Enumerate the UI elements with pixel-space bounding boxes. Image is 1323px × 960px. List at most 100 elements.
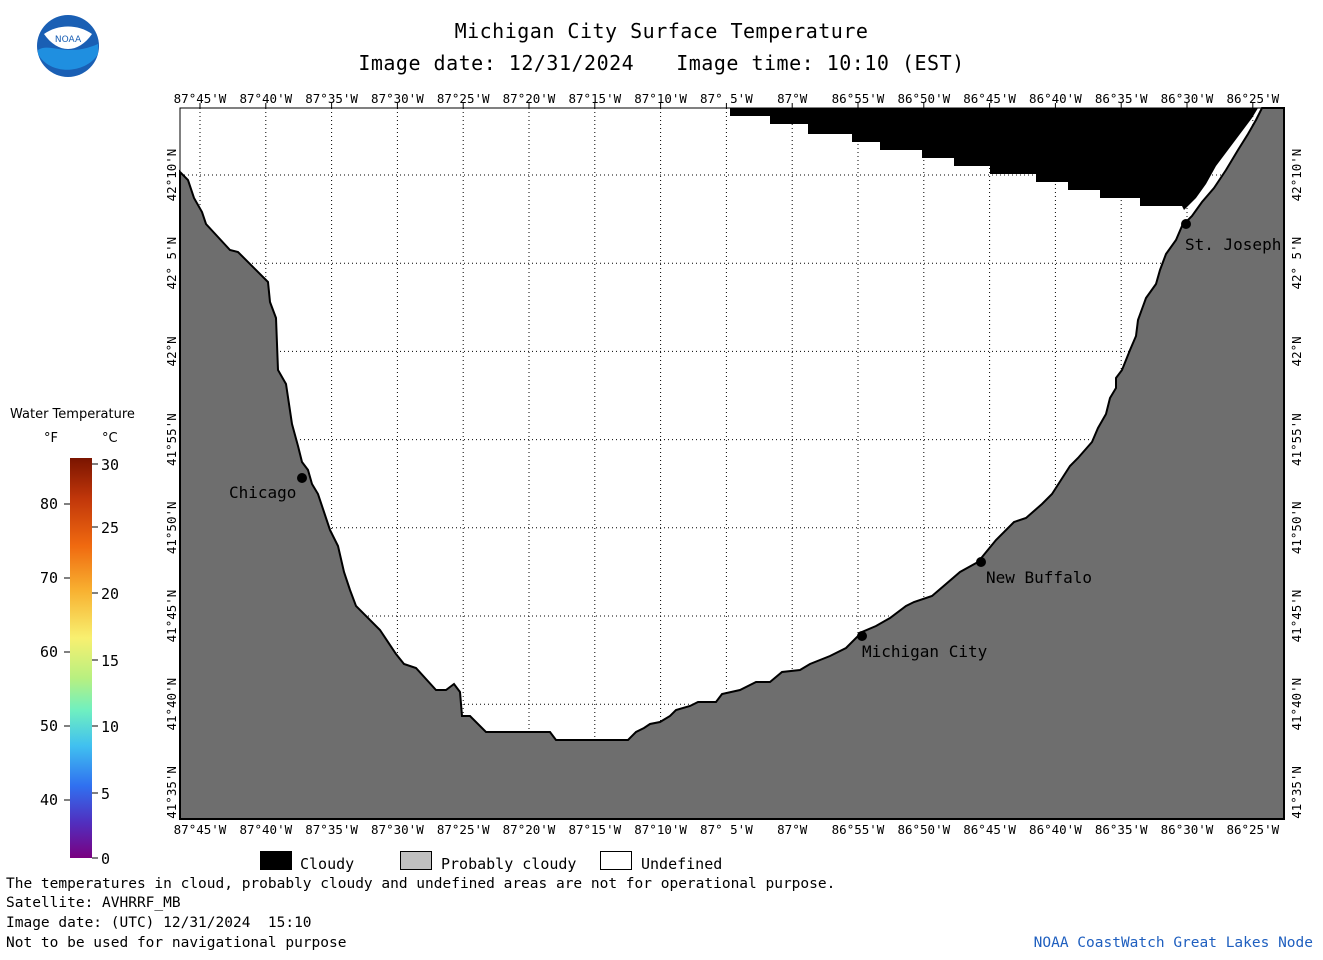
temperature-colorbar <box>70 458 92 858</box>
lon-label-bottom: 86°35'W <box>1095 822 1148 837</box>
chicago-marker <box>297 473 307 483</box>
lat-label-left: 42°N <box>164 336 179 366</box>
f-tick-label: 70 <box>40 569 58 587</box>
lon-label-bottom: 87°45'W <box>174 822 227 837</box>
longitude-labels-bottom: 87°45'W 87°40'W 87°35'W 87°30'W 87°25'W 87°20… <box>174 822 1280 837</box>
lon-label-top: 86°35'W <box>1095 91 1148 106</box>
lat-label-left: 41°55'N <box>164 413 179 466</box>
fahrenheit-ticks: 80 70 60 50 40 <box>40 495 70 809</box>
navigation-warning: Not to be used for navigational purpose <box>6 935 347 951</box>
operational-note: The temperatures in cloud, probably clou… <box>6 876 836 892</box>
lon-label-bottom: 86°40'W <box>1029 822 1082 837</box>
lon-label-top: 87° 5'W <box>700 91 753 106</box>
c-tick-label: 15 <box>101 652 119 670</box>
new-buffalo-label: New Buffalo <box>986 568 1092 587</box>
lon-label-top: 87°20'W <box>503 91 556 106</box>
lon-label-bottom: 87°40'W <box>239 822 292 837</box>
land-west <box>179 107 1285 820</box>
c-tick-label: 30 <box>101 456 119 474</box>
lon-label-bottom: 86°55'W <box>832 822 885 837</box>
lon-label-bottom: 87°10'W <box>634 822 687 837</box>
lon-label-top: 86°30'W <box>1161 91 1214 106</box>
lat-label-right: 41°40'N <box>1289 678 1304 731</box>
image-datetime: Image date: 12/31/2024 Image time: 10:10 … <box>0 51 1323 75</box>
michigan-city-marker <box>857 631 867 641</box>
image-time: Image time: 10:10 (EST) <box>676 51 965 75</box>
lon-label-top: 86°45'W <box>963 91 1016 106</box>
lat-label-right: 42° 5'N <box>1289 237 1304 290</box>
f-tick-label: 40 <box>40 791 58 809</box>
lon-label-bottom: 86°25'W <box>1226 822 1279 837</box>
lon-label-bottom: 86°30'W <box>1161 822 1214 837</box>
st-joseph-label: St. Joseph <box>1185 235 1281 254</box>
lat-label-right: 41°50'N <box>1289 501 1304 554</box>
c-tick-label: 10 <box>101 718 119 736</box>
chicago-label: Chicago <box>229 483 296 502</box>
lon-label-top: 87°40'W <box>239 91 292 106</box>
lat-label-left: 42°10'N <box>164 149 179 202</box>
unit-fahrenheit: °F <box>44 431 58 446</box>
lat-label-left: 41°45'N <box>164 590 179 643</box>
c-tick-label: 0 <box>101 850 110 868</box>
svg-text:NOAA: NOAA <box>55 35 82 45</box>
lon-label-bottom: 87°30'W <box>371 822 424 837</box>
undefined-swatch <box>600 851 632 870</box>
credit-link[interactable]: NOAA CoastWatch Great Lakes Node <box>1033 935 1313 951</box>
image-date-utc: Image date: (UTC) 12/31/2024 15:10 <box>6 915 312 931</box>
lon-label-top: 87°45'W <box>174 91 227 106</box>
noaa-logo-icon: NOAA <box>36 14 100 78</box>
c-tick-label: 5 <box>101 785 110 803</box>
unit-celsius: °C <box>102 431 118 446</box>
latitude-labels-left: 42°10'N 42° 5'N 42°N 41°55'N 41°50'N 41°45'N 4… <box>164 149 179 819</box>
new-buffalo-marker <box>976 557 986 567</box>
map-frame <box>179 107 1285 820</box>
lat-label-right: 42°10'N <box>1289 149 1304 202</box>
lon-label-bottom: 87°25'W <box>437 822 490 837</box>
lat-label-right: 41°45'N <box>1289 590 1304 643</box>
cloudy-label: Cloudy <box>300 855 355 873</box>
probably-cloudy-swatch <box>400 851 432 870</box>
map-title: Michigan City Surface Temperature <box>454 19 869 43</box>
michigan-city-label: Michigan City <box>862 642 988 661</box>
probably-cloudy-label: Probably cloudy <box>441 855 577 873</box>
lat-label-left: 41°35'N <box>164 766 179 819</box>
lon-label-top: 86°55'W <box>832 91 885 106</box>
lon-label-bottom: 86°45'W <box>963 822 1016 837</box>
undefined-label: Undefined <box>641 855 723 873</box>
lon-label-bottom: 87° 5'W <box>700 822 753 837</box>
lat-label-right: 41°35'N <box>1289 766 1304 819</box>
lat-label-left: 42° 5'N <box>164 237 179 290</box>
longitude-labels-top: 87°45'W 87°40'W 87°35'W 87°30'W 87°25'W 87°20… <box>174 91 1280 108</box>
legend-title: Water Temperature <box>10 407 135 422</box>
cloudy-region <box>730 108 1258 210</box>
lon-label-bottom: 87°15'W <box>568 822 621 837</box>
lon-label-bottom: 87°W <box>777 822 808 837</box>
c-tick-label: 20 <box>101 585 119 603</box>
lon-label-top: 86°50'W <box>897 91 950 106</box>
f-tick-label: 60 <box>40 643 58 661</box>
lon-label-top: 87°10'W <box>634 91 687 106</box>
lon-label-bottom: 86°50'W <box>897 822 950 837</box>
lat-label-left: 41°50'N <box>164 501 179 554</box>
image-date: Image date: 12/31/2024 <box>358 51 635 75</box>
lon-label-bottom: 87°20'W <box>503 822 556 837</box>
celsius-ticks: 30 25 20 15 10 5 0 <box>92 456 119 868</box>
f-tick-label: 50 <box>40 717 58 735</box>
satellite-info: Satellite: AVHRRF_MB <box>6 895 181 911</box>
st-joseph-marker <box>1181 219 1191 229</box>
lon-label-top: 87°35'W <box>305 91 358 106</box>
c-tick-label: 25 <box>101 519 119 537</box>
lat-label-left: 41°40'N <box>164 678 179 731</box>
lon-label-top: 86°40'W <box>1029 91 1082 106</box>
lon-label-top: 87°W <box>777 91 808 106</box>
latitude-labels-right: 42°10'N 42° 5'N 42°N 41°55'N 41°50'N 41°45'N 4… <box>1289 149 1304 819</box>
lon-label-bottom: 87°35'W <box>305 822 358 837</box>
lon-label-top: 86°25'W <box>1226 91 1279 106</box>
lon-label-top: 87°25'W <box>437 91 490 106</box>
lon-label-top: 87°30'W <box>371 91 424 106</box>
lat-label-right: 42°N <box>1289 336 1304 366</box>
f-tick-label: 80 <box>40 495 58 513</box>
lon-label-top: 87°15'W <box>568 91 621 106</box>
